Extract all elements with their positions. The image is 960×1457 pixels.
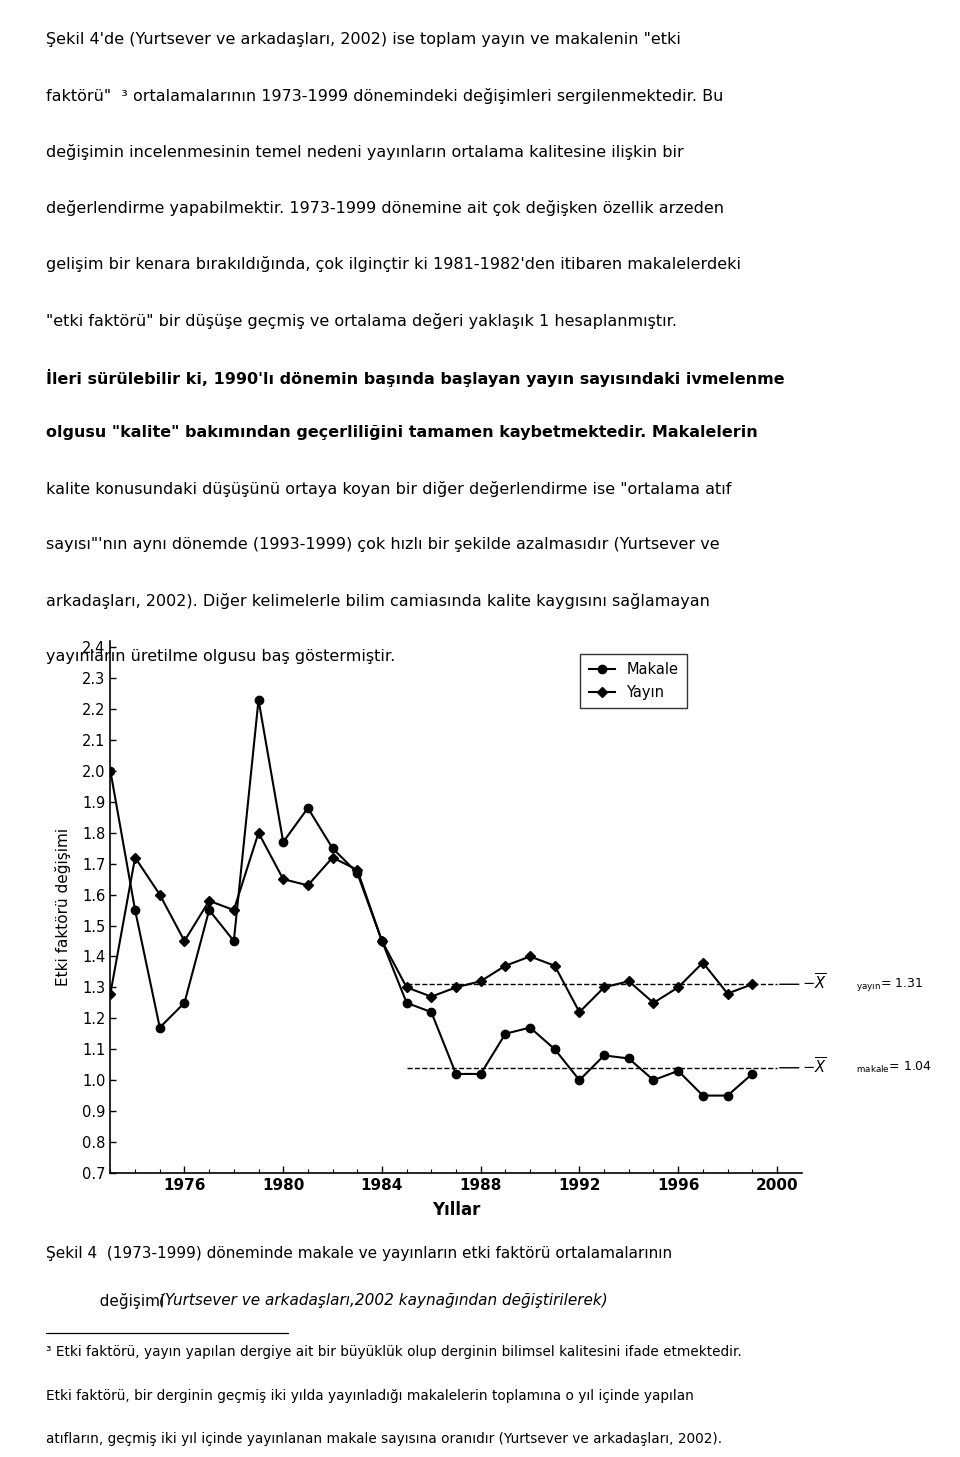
Text: $_{\mathregular{makale}}$= 1.04: $_{\mathregular{makale}}$= 1.04 [856,1061,932,1075]
Yayın [598,979,610,997]
Makale [351,864,363,881]
Text: değişimin incelenmesinin temel nedeni yayınların ortalama kalitesine ilişkin bir: değişimin incelenmesinin temel nedeni ya… [46,144,684,160]
Line: Yayın: Yayın [107,829,756,1016]
Yayın [672,979,684,997]
Text: değerlendirme yapabilmektir. 1973-1999 dönemine ait çok değişken özellik arzeden: değerlendirme yapabilmektir. 1973-1999 d… [46,200,724,216]
Yayın [252,825,264,842]
Makale [228,932,240,950]
Makale [722,1087,733,1104]
Line: Makale: Makale [107,695,756,1100]
Makale [204,902,215,919]
Makale [499,1026,511,1043]
Yayın [351,861,363,879]
Makale [747,1065,758,1083]
Makale [105,762,116,779]
Yayın [326,849,338,867]
Yayın [549,957,561,975]
Text: Şekil 4'de (Yurtsever ve arkadaşları, 2002) ise toplam yayın ve makalenin "etki: Şekil 4'de (Yurtsever ve arkadaşları, 20… [46,32,681,47]
Text: kalite konusundaki düşüşünü ortaya koyan bir diğer değerlendirme ise "ortalama a: kalite konusundaki düşüşünü ortaya koyan… [46,481,732,497]
Yayın [154,886,165,903]
Text: değişimi: değişimi [46,1294,174,1310]
Yayın [475,972,487,989]
Makale [179,994,190,1011]
Y-axis label: Etki faktörü değişimi: Etki faktörü değişimi [55,828,71,986]
Text: $-\overline{X}$: $-\overline{X}$ [802,1056,827,1077]
Text: İleri sürülebilir ki, 1990'lı dönemin başında başlayan yayın sayısındaki ivmelen: İleri sürülebilir ki, 1990'lı dönemin ba… [46,369,784,386]
Yayın [450,979,462,997]
Yayın [722,985,733,1002]
Yayın [376,932,388,950]
Text: ³ Etki faktörü, yayın yapılan dergiye ait bir büyüklük olup derginin bilimsel ka: ³ Etki faktörü, yayın yapılan dergiye ai… [46,1345,742,1359]
Makale [401,994,413,1011]
Makale [154,1018,165,1036]
Text: "etki faktörü" bir düşüşe geçmiş ve ortalama değeri yaklaşık 1 hesaplanmıştır.: "etki faktörü" bir düşüşe geçmiş ve orta… [46,313,677,328]
Text: Şekil 4  (1973-1999) döneminde makale ve yayınların etki faktörü ortalamalarının: Şekil 4 (1973-1999) döneminde makale ve … [46,1246,672,1260]
Text: Etki faktörü, bir derginin geçmiş iki yılda yayınladığı makalelerin toplamına o : Etki faktörü, bir derginin geçmiş iki yı… [46,1389,694,1403]
Yayın [623,972,635,989]
Yayın [648,994,660,1011]
Yayın [401,979,413,997]
Yayın [425,988,437,1005]
Text: atıfların, geçmiş iki yıl içinde yayınlanan makale sayısına oranıdır (Yurtsever : atıfların, geçmiş iki yıl içinde yayınla… [46,1432,722,1447]
Makale [648,1071,660,1088]
Makale [598,1046,610,1064]
Text: $_{\mathregular{yayın}}$= 1.31: $_{\mathregular{yayın}}$= 1.31 [856,976,924,992]
Makale [524,1018,536,1036]
Yayın [277,870,289,887]
Makale [252,691,264,708]
Yayın [105,985,116,1002]
Text: olgusu "kalite" bakımından geçerliliğini tamamen kaybetmektedir. Makalelerin: olgusu "kalite" bakımından geçerliliğini… [46,424,757,440]
Makale [450,1065,462,1083]
Makale [130,902,141,919]
Yayın [697,954,708,972]
Makale [475,1065,487,1083]
Yayın [130,849,141,867]
Makale [326,839,338,857]
Yayın [524,947,536,965]
Text: arkadaşları, 2002). Diğer kelimelerle bilim camiasında kalite kaygısını sağlamay: arkadaşları, 2002). Diğer kelimelerle bi… [46,593,710,609]
Makale [376,932,388,950]
Text: $-\overline{X}$: $-\overline{X}$ [802,973,827,992]
Makale [623,1049,635,1067]
Text: yayınların üretilme olgusu baş göstermiştir.: yayınların üretilme olgusu baş göstermiş… [46,648,396,664]
Yayın [302,877,314,895]
Yayın [574,1004,586,1021]
Text: gelişim bir kenara bırakıldığında, çok ilginçtir ki 1981-1982'den itibaren makal: gelişim bir kenara bırakıldığında, çok i… [46,256,741,272]
Makale [277,833,289,851]
Makale [302,800,314,817]
Text: faktörü"  ³ ortalamalarının 1973-1999 dönemindeki değişimleri sergilenmektedir. : faktörü" ³ ortalamalarının 1973-1999 dön… [46,87,724,103]
Yayın [499,957,511,975]
Legend: Makale, Yayın: Makale, Yayın [580,654,687,708]
Makale [549,1040,561,1058]
Yayın [204,892,215,909]
X-axis label: Yıllar: Yıllar [432,1201,480,1220]
Yayın [179,932,190,950]
Text: (Yurtsever ve arkadaşları,2002 kaynağından değiştirilerek): (Yurtsever ve arkadaşları,2002 kaynağınd… [159,1294,608,1308]
Makale [574,1071,586,1088]
Yayın [228,902,240,919]
Text: sayısı"'nın aynı dönemde (1993-1999) çok hızlı bir şekilde azalmasıdır (Yurtseve: sayısı"'nın aynı dönemde (1993-1999) çok… [46,536,720,552]
Makale [697,1087,708,1104]
Yayın [747,976,758,994]
Makale [425,1004,437,1021]
Makale [672,1062,684,1080]
